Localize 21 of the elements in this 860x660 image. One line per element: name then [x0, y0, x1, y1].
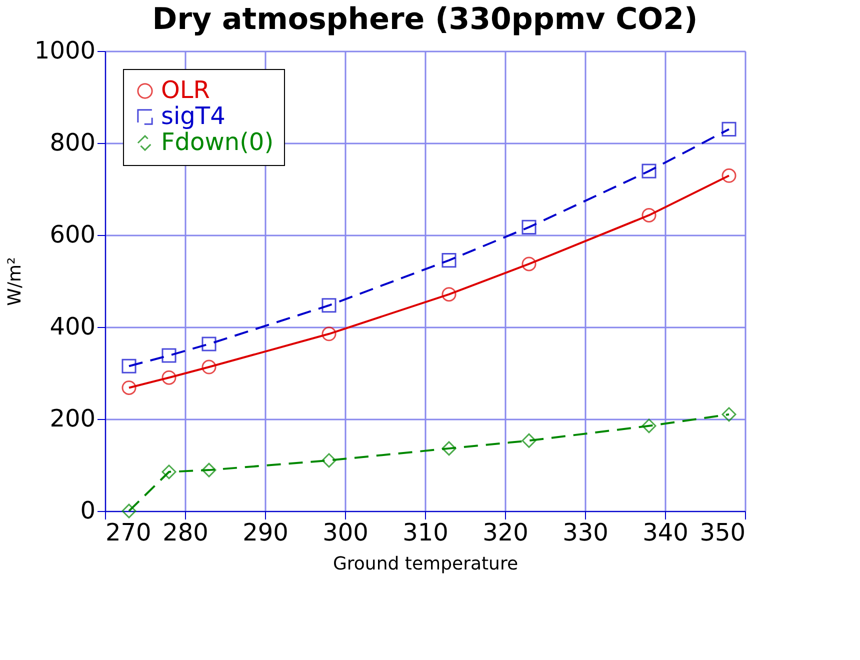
x-axis-title: Ground temperature	[332, 554, 518, 574]
chart-title: Dry atmosphere (330ppmv CO2)	[152, 2, 698, 37]
x-tick-label: 290	[242, 518, 288, 546]
legend-label: Fdown(0)	[161, 128, 274, 156]
x-tick-label: 280	[162, 518, 208, 546]
y-axis-title: W/m²	[4, 257, 26, 306]
y-tick-label: 1000	[34, 36, 96, 64]
x-tick-label: 350	[700, 518, 746, 546]
x-tick-label: 270	[106, 518, 152, 546]
y-tick-label: 0	[80, 496, 96, 524]
legend-label: OLR	[161, 76, 210, 104]
x-tick-label: 310	[402, 518, 448, 546]
legend-label: sigT4	[161, 102, 226, 130]
x-tick-label: 300	[322, 518, 368, 546]
y-tick-label: 200	[50, 404, 96, 432]
y-tick-label: 600	[50, 220, 96, 248]
x-tick-label: 340	[642, 518, 688, 546]
x-tick-label: 330	[562, 518, 608, 546]
y-tick-label: 400	[50, 312, 96, 340]
x-tick-label: 320	[482, 518, 528, 546]
y-tick-label: 800	[50, 128, 96, 156]
